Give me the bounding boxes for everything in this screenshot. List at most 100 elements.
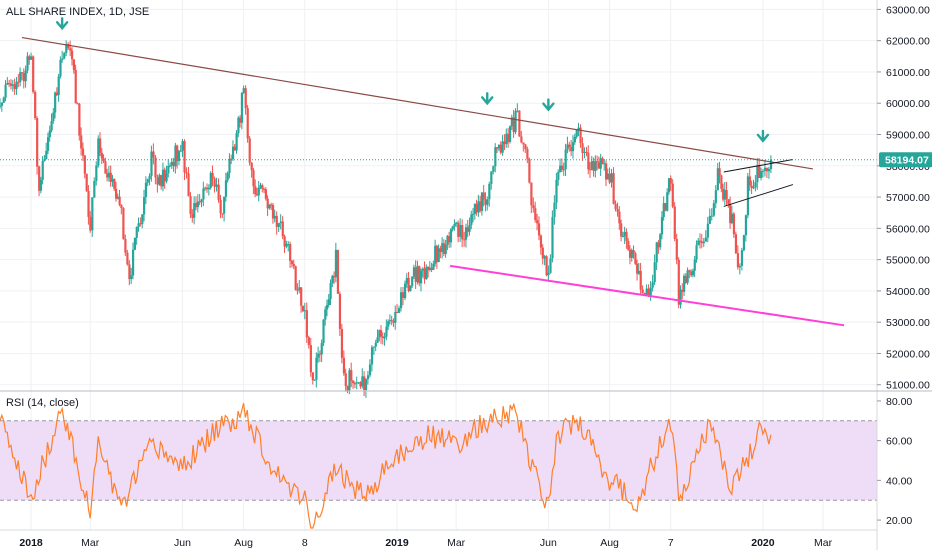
candle-body [69,48,72,51]
candle-body [296,289,299,291]
candle-body [322,319,325,344]
candle-body [289,243,292,261]
candle-body [279,221,282,224]
candle-body [196,201,200,208]
candle-body [174,145,177,167]
candle-body [686,270,689,283]
candle-body [318,353,322,355]
candle-body [634,253,637,264]
candle-body [577,127,580,131]
candle-body [261,185,264,189]
candle-body [301,305,305,312]
candle-body [435,245,439,263]
candle-body [547,272,550,276]
candle-body [392,321,395,323]
candle-body [135,226,138,238]
candle-body [636,263,639,274]
candle-body [363,376,366,391]
candle-body [416,266,419,283]
time-tick-label: 2019 [385,537,409,549]
candle-body [671,183,674,207]
channel-lower-line [723,184,794,207]
candle-body [87,190,90,217]
candle-body [507,133,510,142]
candle-body [423,268,426,280]
candle-body [4,84,7,98]
candle-body [612,173,615,204]
candle-body [528,159,531,183]
candle-body [479,201,482,211]
candle-body [557,171,560,180]
candle-body [734,234,738,254]
candle-body [194,203,198,208]
candle-body [496,147,499,149]
candle-body [560,165,564,170]
candle-body [589,169,592,171]
candle-body [287,243,290,245]
candle-body [221,213,224,215]
candle-body [89,216,92,231]
candle-body [24,70,27,82]
candle-body [571,142,575,152]
candle-body [305,310,308,338]
candle-body [704,237,707,242]
candle-body [327,299,330,306]
rsi-layer [0,402,772,529]
candle-body [161,169,165,187]
candle-body [501,141,504,153]
candle-body [270,204,273,206]
candle-body [353,383,357,385]
candle-body [239,117,242,123]
candle-body [193,203,196,218]
price-tick-label: 51000.00 [886,380,930,392]
candle-body [100,152,103,159]
candle-body [380,330,383,337]
resistance-trendline [21,36,814,170]
candle-body [113,179,116,189]
candle-body [65,44,68,53]
price-tick-label: 61000.00 [886,67,930,79]
candle-body [599,158,602,169]
candle-body [246,108,249,139]
candle-body [6,82,9,85]
candle-body [662,203,665,218]
candle-body [583,151,586,153]
candle-body [510,117,513,127]
last-price-badge: 58194.07 [879,152,932,168]
candle-body [55,92,59,96]
candle-body [684,275,687,283]
down-arrow-icon [756,129,770,143]
candle-body [720,175,723,189]
candle-body [765,167,769,172]
candle-body [614,203,617,210]
candle-body [390,320,393,322]
candle-body [255,194,259,196]
candle-body [441,243,444,253]
candle-body [683,275,686,292]
candle-body [637,270,641,274]
candle-body [83,155,86,174]
candle-body [154,157,157,178]
candle-body [257,187,260,196]
candle-body [181,141,184,151]
candle-body [177,151,181,162]
candle-body [722,188,725,200]
candle-body [690,271,693,276]
candle-body [294,266,297,290]
candle-body [336,249,340,294]
candle-body [217,184,220,200]
candle-body [412,267,416,277]
candle-body [539,235,543,248]
candle-body [146,179,149,183]
candle-body [537,223,541,236]
candle-body [740,250,744,266]
candle-body [224,180,228,197]
candle-body [750,185,753,188]
candle-body [549,258,552,273]
candle-body [409,285,412,291]
candle-body [673,206,676,239]
candle-body [679,289,682,305]
candle-body [453,224,456,227]
candle-body [72,59,76,71]
